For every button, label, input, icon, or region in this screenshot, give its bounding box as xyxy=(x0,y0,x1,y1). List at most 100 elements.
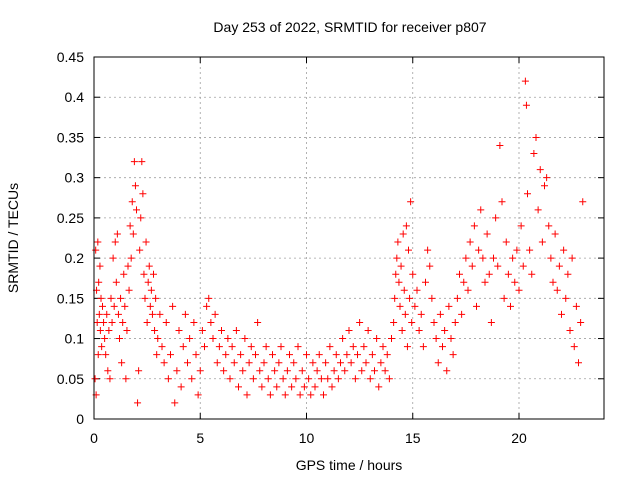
chart-title: Day 253 of 2022, SRMTID for receiver p80… xyxy=(213,19,486,35)
data-point xyxy=(313,367,321,375)
data-point xyxy=(377,359,385,367)
data-point xyxy=(116,335,123,343)
data-point xyxy=(226,375,234,383)
y-tick-label: 0.15 xyxy=(57,290,84,306)
data-point xyxy=(96,262,104,270)
data-point xyxy=(144,278,152,286)
data-point xyxy=(160,359,168,367)
grid-layer xyxy=(94,57,604,419)
data-point xyxy=(360,343,368,351)
data-point xyxy=(273,383,281,391)
data-point xyxy=(207,318,215,326)
data-point xyxy=(140,270,148,278)
data-point xyxy=(483,230,491,238)
data-point xyxy=(286,351,293,359)
data-point xyxy=(545,222,553,230)
data-point xyxy=(152,294,160,302)
data-point xyxy=(108,318,116,326)
data-point xyxy=(171,399,179,407)
data-point xyxy=(339,335,347,343)
data-point xyxy=(577,318,585,326)
data-point xyxy=(507,302,514,310)
data-point xyxy=(94,351,102,359)
data-point xyxy=(470,222,478,230)
data-point xyxy=(481,278,489,286)
data-point xyxy=(419,343,427,351)
data-point xyxy=(296,391,304,399)
data-point xyxy=(107,294,115,302)
y-tick-label: 0.1 xyxy=(65,331,85,347)
x-tick-label: 10 xyxy=(299,430,315,446)
data-point xyxy=(364,327,372,335)
data-point xyxy=(237,351,245,359)
data-point xyxy=(269,351,276,359)
data-point xyxy=(453,294,461,302)
data-point xyxy=(283,367,291,375)
x-tick-label: 0 xyxy=(90,430,98,446)
data-point xyxy=(568,254,576,262)
data-point xyxy=(424,246,432,254)
data-point xyxy=(105,327,113,335)
data-point xyxy=(371,367,378,375)
data-point xyxy=(298,367,306,375)
y-tick-label: 0.05 xyxy=(57,371,84,387)
data-point xyxy=(95,278,103,286)
data-point xyxy=(393,254,401,262)
data-point xyxy=(123,327,131,335)
data-point xyxy=(532,133,540,141)
data-point xyxy=(560,246,568,254)
data-point xyxy=(373,335,381,343)
data-point xyxy=(443,367,451,375)
data-point xyxy=(154,335,162,343)
data-point xyxy=(375,383,383,391)
data-point xyxy=(294,343,302,351)
data-point xyxy=(575,359,582,367)
data-point xyxy=(422,278,429,286)
data-point xyxy=(330,367,338,375)
data-point xyxy=(405,246,412,254)
data-point xyxy=(121,302,129,310)
data-point xyxy=(466,238,474,246)
data-point xyxy=(218,327,225,335)
data-point xyxy=(100,318,108,326)
data-point xyxy=(475,246,483,254)
data-point xyxy=(398,327,406,335)
data-point xyxy=(260,359,268,367)
data-point xyxy=(179,343,187,351)
data-point xyxy=(572,302,580,310)
data-point xyxy=(142,238,150,246)
y-tick-label: 0 xyxy=(76,411,84,427)
data-point xyxy=(184,359,191,367)
data-point xyxy=(303,351,310,359)
data-point xyxy=(95,310,103,318)
data-point xyxy=(464,286,472,294)
data-point xyxy=(175,327,183,335)
data-point xyxy=(538,238,546,246)
data-point xyxy=(502,238,510,246)
data-point xyxy=(517,222,525,230)
data-point xyxy=(368,351,376,359)
data-point xyxy=(258,383,266,391)
data-point xyxy=(570,343,578,351)
data-point xyxy=(130,158,138,166)
data-point xyxy=(232,327,240,335)
data-point xyxy=(379,343,387,351)
data-point xyxy=(332,351,340,359)
data-point xyxy=(198,327,206,335)
data-point xyxy=(317,375,325,383)
data-point xyxy=(449,351,457,359)
data-point xyxy=(519,262,527,270)
data-point xyxy=(98,343,106,351)
data-point xyxy=(169,302,177,310)
data-point xyxy=(494,262,502,270)
data-point xyxy=(271,367,279,375)
data-point xyxy=(417,310,425,318)
data-point xyxy=(288,383,296,391)
data-point xyxy=(133,206,140,214)
data-point xyxy=(397,262,405,270)
data-point xyxy=(292,375,300,383)
data-point xyxy=(409,270,417,278)
x-tick-label: 20 xyxy=(511,430,527,446)
data-point xyxy=(320,391,327,399)
data-point xyxy=(521,77,529,85)
